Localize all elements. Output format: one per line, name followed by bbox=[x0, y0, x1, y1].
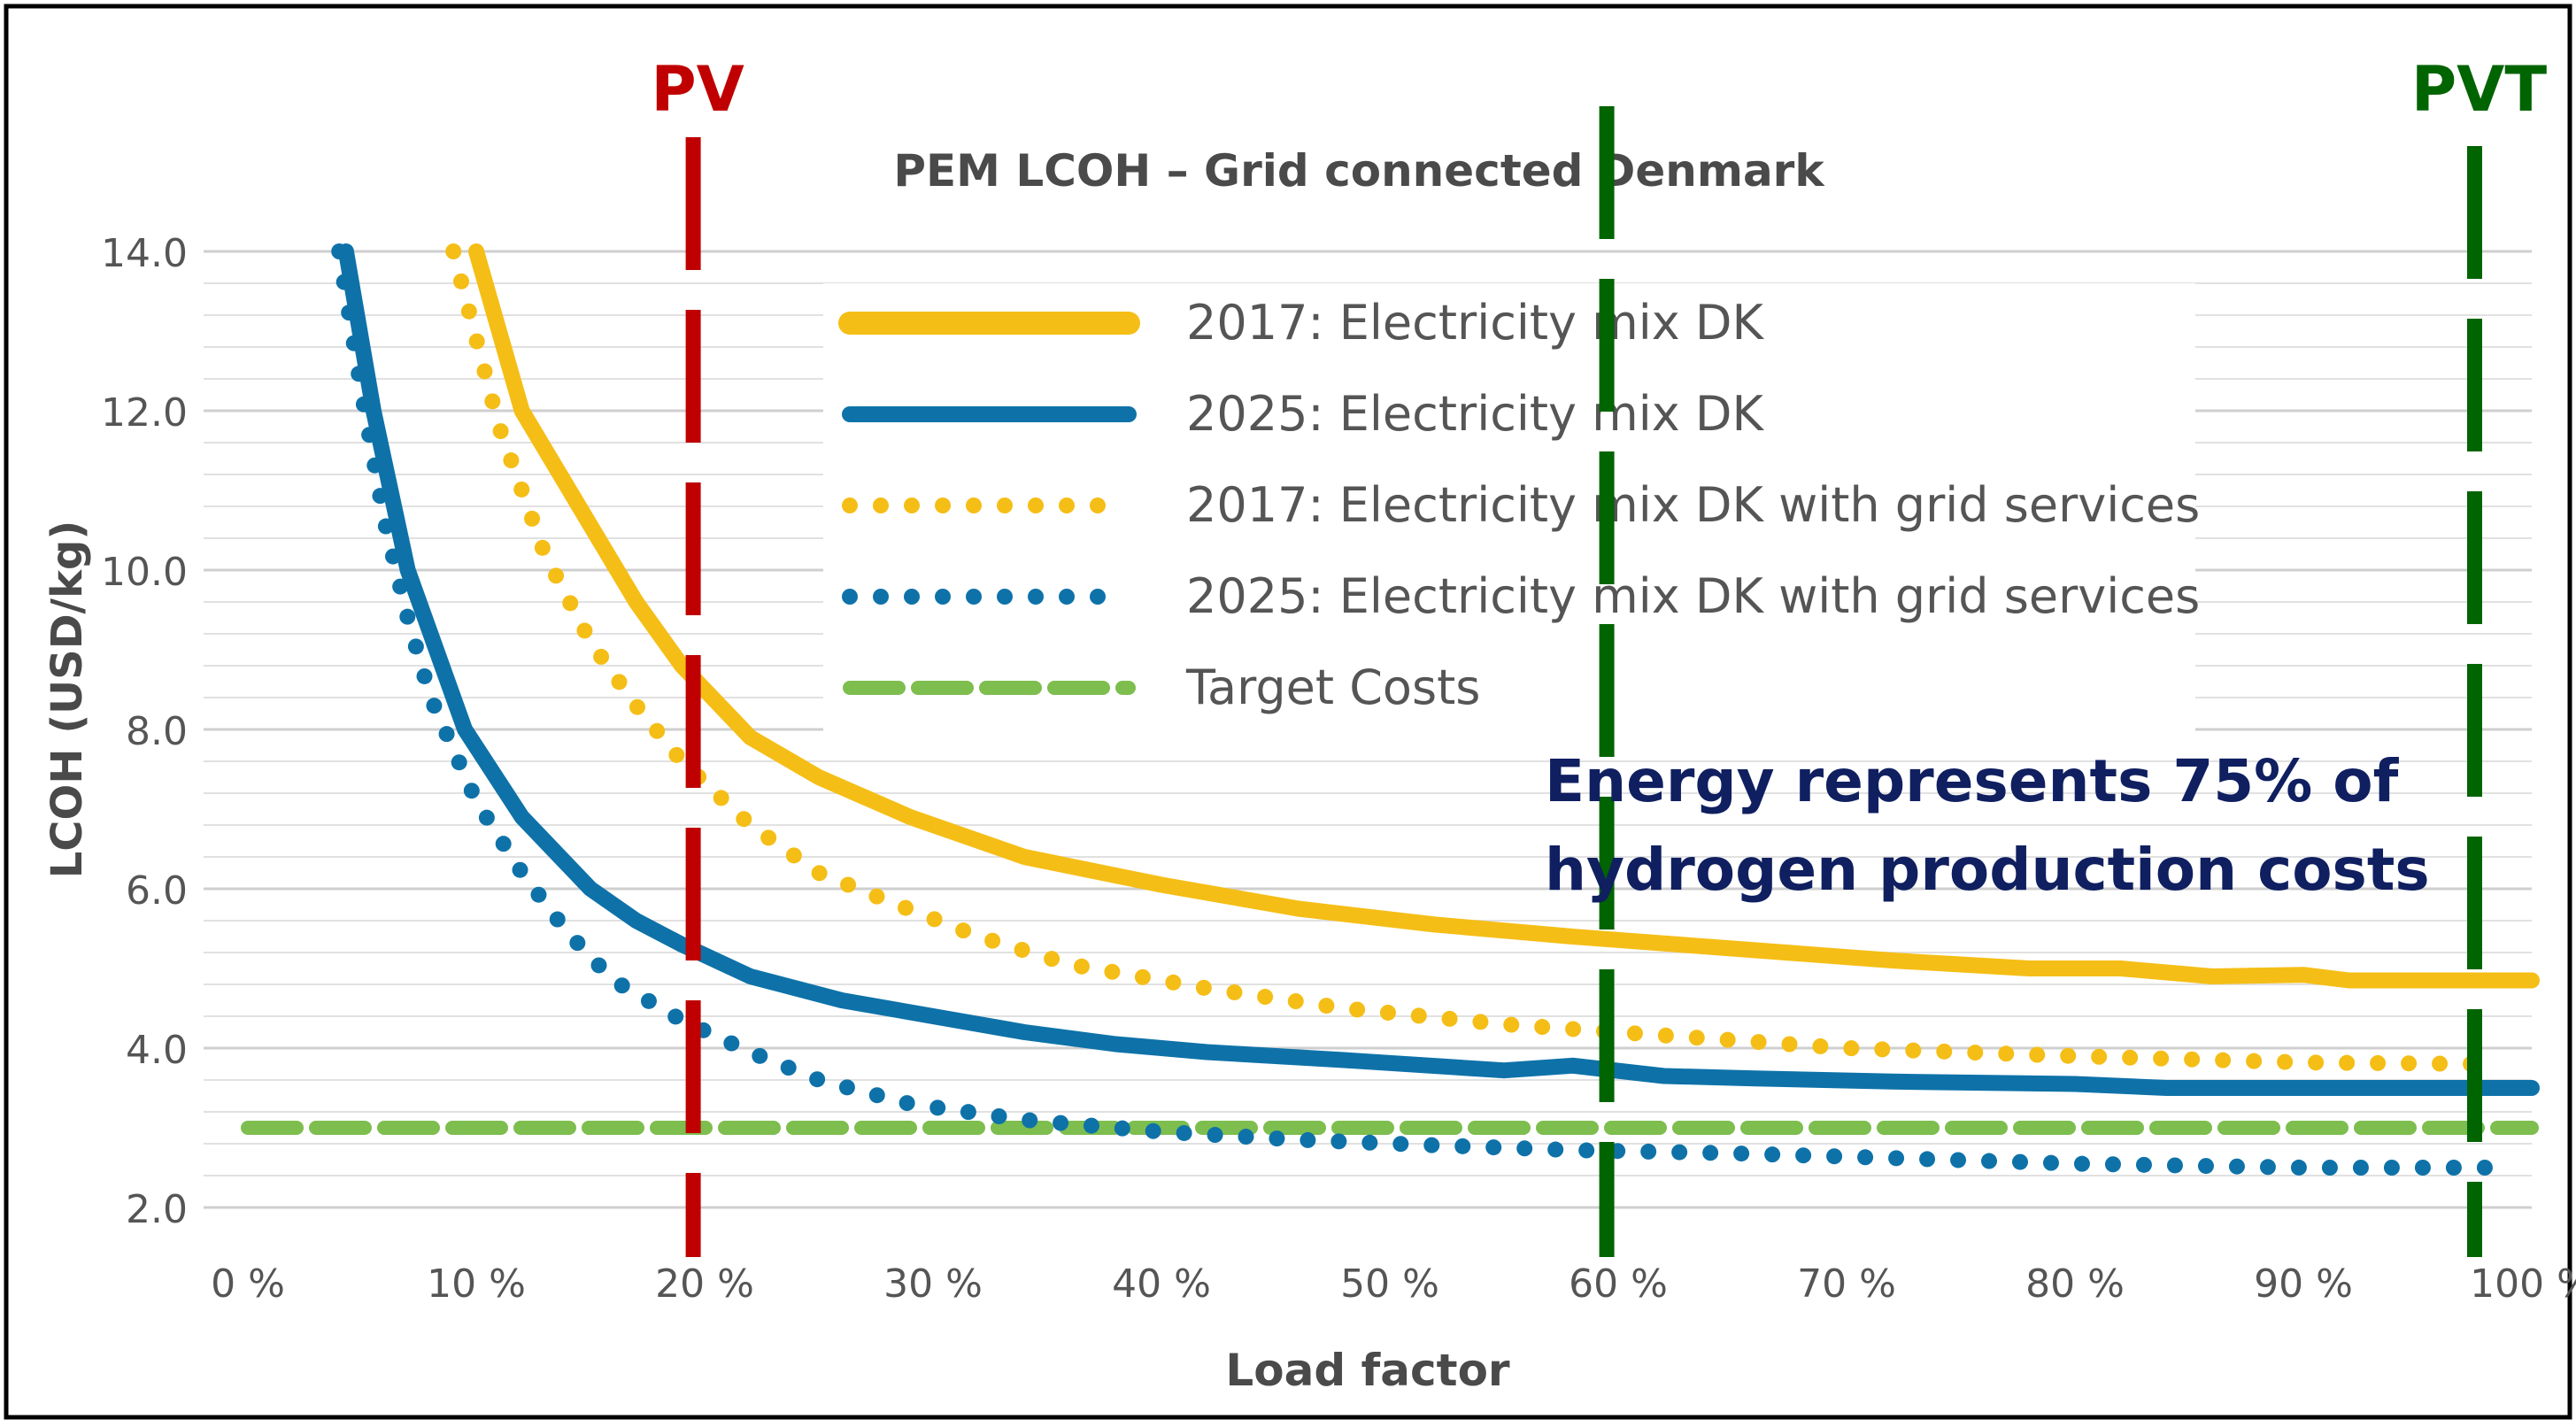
x-tick-label: 40 % bbox=[1112, 1261, 1211, 1307]
reference-lines: PV PVT bbox=[651, 53, 2547, 1257]
x-axis-ticks: 0 % 10 % 20 % 30 % 40 % 50 % 60 % 70 % 80 % 90 % 1… bbox=[211, 1261, 2576, 1307]
reference-label: PVT bbox=[2411, 53, 2547, 126]
y-tick-label: 4.0 bbox=[126, 1028, 188, 1073]
y-axis-ticks: 2.0 4.0 6.0 8.0 10.0 12.0 14.0 bbox=[101, 231, 188, 1232]
x-tick-label: 0 % bbox=[211, 1261, 285, 1307]
x-tick-label: 100 % bbox=[2470, 1261, 2576, 1307]
legend-label: 2017: Electricity mix DK bbox=[1186, 295, 1764, 351]
annotation: Energy represents 75% of hydrogen product… bbox=[1545, 747, 2430, 904]
legend-label: 2017: Electricity mix DK with grid servi… bbox=[1186, 477, 2200, 533]
y-axis-label: LCOH (USD/kg) bbox=[42, 521, 92, 879]
x-axis-label: Load factor bbox=[1225, 1345, 1510, 1396]
series-line-3 bbox=[445, 243, 2495, 1072]
y-tick-label: 6.0 bbox=[126, 868, 188, 914]
x-tick-label: 30 % bbox=[883, 1261, 983, 1307]
annotation-text: Energy represents 75% of bbox=[1545, 747, 2400, 815]
legend-label: 2025: Electricity mix DK with grid servi… bbox=[1186, 568, 2200, 624]
x-tick-label: 20 % bbox=[655, 1261, 754, 1307]
series-line-2 bbox=[337, 243, 2540, 1096]
x-tick-label: 10 % bbox=[427, 1261, 526, 1307]
y-tick-label: 14.0 bbox=[101, 231, 188, 276]
y-tick-label: 8.0 bbox=[126, 709, 188, 754]
x-tick-label: 80 % bbox=[2025, 1261, 2125, 1307]
x-tick-label: 50 % bbox=[1340, 1261, 1439, 1307]
legend-label: 2025: Electricity mix DK bbox=[1186, 386, 1764, 442]
legend-background bbox=[823, 283, 2195, 735]
reference-label: PV bbox=[651, 53, 744, 126]
y-tick-label: 10.0 bbox=[101, 550, 188, 595]
chart-title: PEM LCOH – Grid connected Denmark bbox=[893, 145, 1825, 197]
x-tick-label: 70 % bbox=[1797, 1261, 1896, 1307]
y-tick-label: 12.0 bbox=[101, 390, 188, 436]
y-tick-label: 2.0 bbox=[126, 1187, 188, 1232]
legend: 2017: Electricity mix DK 2025: Electricit… bbox=[823, 283, 2200, 735]
series-line-4 bbox=[331, 243, 2495, 1176]
x-tick-label: 60 % bbox=[1569, 1261, 1668, 1307]
annotation-text: hydrogen production costs bbox=[1545, 836, 2430, 904]
legend-label: Target Costs bbox=[1185, 660, 1480, 715]
x-tick-label: 90 % bbox=[2254, 1261, 2353, 1307]
